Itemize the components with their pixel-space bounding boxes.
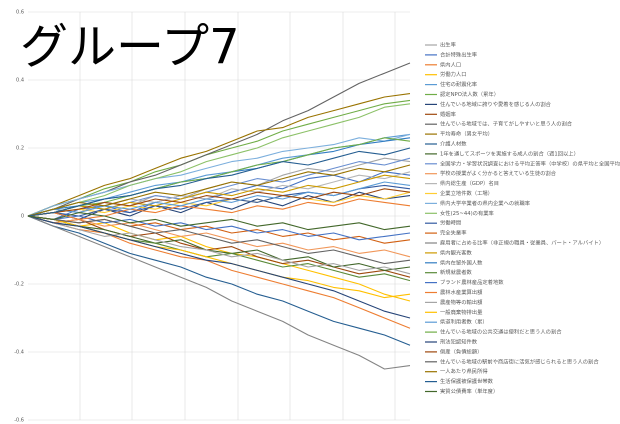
series-line [27, 198, 411, 220]
series-line [27, 215, 411, 346]
legend-label: 住んでいる地域の駅前や商店街に活気が感じられると思う人の割合 [440, 357, 599, 365]
y-tick-label: 0.2 [16, 146, 24, 152]
legend-label: 県内総生産（GDP）名目 [440, 179, 499, 187]
series-line [27, 93, 411, 217]
legend-label: 雇用者に占める比率（非正規の職員・従業員、パート・アルバイト） [440, 239, 604, 247]
legend-label: 婚姻率 [440, 110, 457, 118]
series-line [27, 174, 411, 217]
legend-label: 生活保護被保護世帯数 [440, 377, 494, 385]
series-line [27, 99, 411, 217]
legend-label: 学校の授業がよく分かると答えている生徒の割合 [440, 169, 557, 177]
series-line [27, 103, 411, 217]
series-line [27, 147, 411, 217]
legend-label: 新規就農者数 [440, 268, 472, 276]
series-line [27, 181, 411, 217]
legend-label: ブランド農林産品定着地数 [440, 278, 504, 286]
series-line [27, 215, 411, 275]
y-tick-label: -0.6 [14, 418, 24, 424]
series-line [27, 212, 411, 231]
y-tick-label: -0.4 [14, 350, 24, 356]
series-line [27, 191, 411, 217]
series-line [27, 215, 411, 370]
legend-label: 県道利用者数（累） [440, 318, 488, 326]
y-tick-label: 0.4 [16, 78, 24, 84]
legend-label: 女性(25~44)の有業率 [440, 209, 495, 217]
series-line [27, 215, 411, 271]
legend-label: 刑法犯認知件数 [440, 338, 478, 346]
series-line [27, 188, 411, 217]
legend-label: 倒産（負債総額） [440, 347, 482, 355]
legend-label: 出生率 [440, 41, 457, 49]
series-line [27, 133, 411, 217]
y-tick-label: 0 [21, 214, 24, 220]
series-line [27, 215, 411, 265]
series-line [27, 215, 411, 278]
legend-label: 農産物等の輸出額 [440, 298, 483, 306]
legend-label: 一人あたり県民所得 [440, 367, 488, 375]
legend-label: 一般廃棄物排出量 [440, 308, 483, 316]
series-line [27, 164, 411, 217]
legend-label: 住んでいる地域に誇りや愛着を感じる人の割合 [440, 100, 552, 108]
legend-label: 県内観光客数 [440, 248, 472, 256]
plot: 0.6 0.4 0.2 0 -0.2 -0.4 -0.6 [14, 10, 411, 424]
legend-label: 実質公債費率（単年度） [440, 387, 498, 395]
legend-label: 住んでいる地域では、子育てがしやすいと思う人の割合 [440, 120, 573, 128]
legend-label: 住宅の耐震化率 [440, 80, 478, 88]
legend-label: 合計特殊出生率 [440, 50, 478, 58]
legend-label: 県内人口 [440, 60, 461, 68]
legend-label: 農林水産業算出額 [440, 288, 483, 296]
series-line [27, 215, 411, 241]
y-tick-label: -0.2 [14, 282, 24, 288]
series-line [27, 215, 411, 329]
legend-label: 全国学力・学習状況調査における平均正答率（中学校）の県平均と全国平均との差 [440, 159, 620, 167]
legend-label: 県内大学卒業者の県内企業への就職率 [440, 199, 531, 207]
legend-label: 企業立地件数（工場） [440, 189, 493, 197]
series-line [27, 215, 411, 319]
legend-label: 労働時間 [440, 219, 461, 227]
legend-label: 平均寿命（男女平均） [440, 130, 493, 138]
legend-label: 介護人材数 [440, 140, 467, 148]
legend-label: 労働力人口 [440, 70, 467, 78]
legend-label: 住んでいる地域の公共交通は便利だと思う人の割合 [440, 328, 562, 336]
series-line [27, 215, 411, 258]
chart-title: グループ7 [20, 19, 240, 75]
y-tick-label: 0.6 [16, 10, 24, 16]
legend-label: 1年を通してスポーツを実施する成人の割合（週1回以上） [440, 149, 579, 157]
legend-label: 認定NPO法人数（累年） [440, 90, 499, 98]
legend-label: 県内在留外国人数 [440, 258, 483, 266]
legend-label: 完全失業率 [440, 229, 467, 237]
